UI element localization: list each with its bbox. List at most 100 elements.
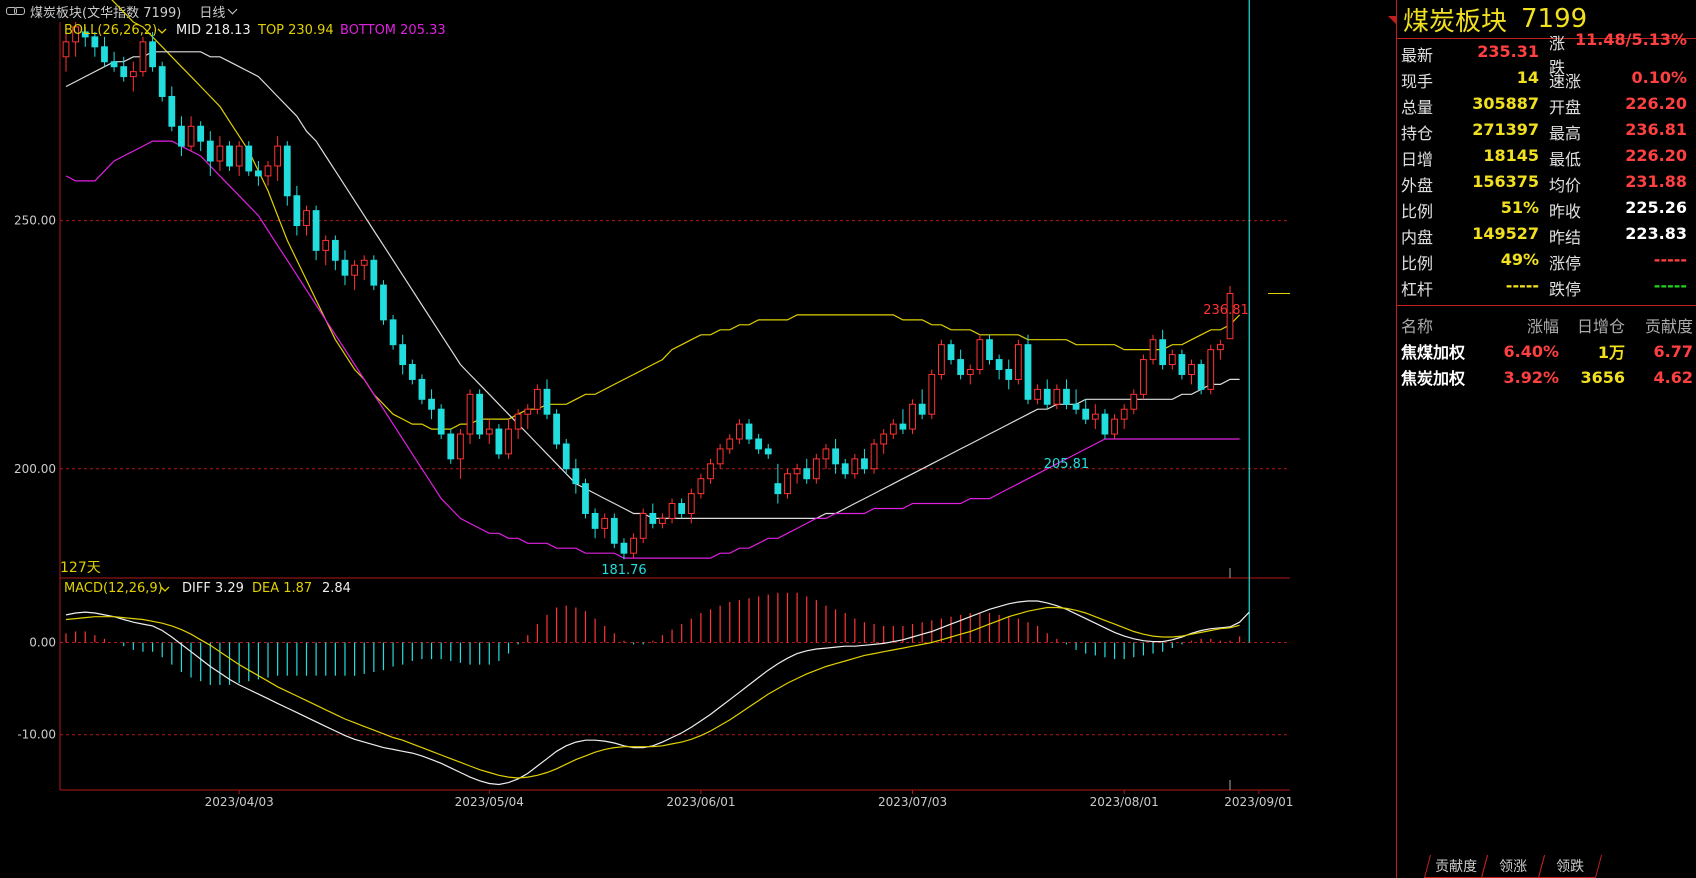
tab-贡献度[interactable]: 贡献度 [1423,855,1489,878]
candle-body[interactable] [428,398,435,410]
candle-body[interactable] [495,428,503,455]
candle-body[interactable] [293,195,301,227]
candle-body[interactable] [437,408,445,435]
candle-body[interactable] [1140,359,1147,395]
candle-body[interactable] [851,458,859,475]
candle-body[interactable] [649,512,657,524]
candle-body[interactable] [370,259,378,286]
candle-body[interactable] [380,284,387,321]
candle-body[interactable] [774,483,782,495]
candle-body[interactable] [1014,344,1022,380]
candle-body[interactable] [1053,388,1061,405]
candle-body[interactable] [918,403,926,415]
candle-body[interactable] [1168,354,1176,366]
candle-body[interactable] [601,517,609,529]
candle-body[interactable] [793,468,801,475]
candle-body[interactable] [341,259,349,276]
candle-body[interactable] [572,468,580,485]
candle-body[interactable] [514,413,522,430]
candle-body[interactable] [582,483,589,514]
candle-body[interactable] [678,503,686,514]
candle-body[interactable] [784,473,791,495]
candle-body[interactable] [1101,413,1109,435]
candle-body[interactable] [264,165,272,177]
candle-body[interactable] [889,423,897,435]
candle-body[interactable] [216,145,224,162]
candle-body[interactable] [668,503,676,519]
candle-body[interactable] [1159,339,1167,366]
candle-body[interactable] [360,259,368,266]
candle-body[interactable] [178,125,185,147]
candle-body[interactable] [986,339,993,361]
candle-body[interactable] [832,448,839,465]
candle-body[interactable] [736,423,743,440]
candle-body[interactable] [1063,388,1070,405]
candle-body[interactable] [1111,418,1118,435]
candle-body[interactable] [812,458,820,480]
candle-body[interactable] [466,393,474,435]
components-header-cell[interactable]: 日增仓 [1576,317,1625,336]
candle-body[interactable] [976,339,984,371]
period-selector[interactable]: 日线 [199,2,238,21]
candle-body[interactable] [408,364,416,380]
tab-领涨[interactable]: 领涨 [1480,855,1546,878]
candle-body[interactable] [418,378,426,400]
kline-chart[interactable]: 250.00 200.00 0.00 -10.00 2023/04/03 2023/05/… [0,0,1396,878]
candle-body[interactable] [822,448,830,460]
candle-body[interactable] [562,443,570,470]
candle-body[interactable] [312,210,320,251]
candle-body[interactable] [610,517,618,544]
candle-body[interactable] [947,344,955,361]
candle-body[interactable] [726,438,734,450]
candle-body[interactable] [447,433,455,460]
components-header-cell[interactable]: 名称 [1401,317,1434,336]
candle-body[interactable] [938,344,945,375]
candle-body[interactable] [870,443,878,470]
candle-body[interactable] [899,423,907,430]
candle-body[interactable] [331,239,339,261]
candle-body[interactable] [139,41,147,73]
candle-body[interactable] [399,344,407,366]
candle-body[interactable] [716,448,724,465]
candle-body[interactable] [639,512,647,539]
candle-body[interactable] [1149,339,1157,361]
candle-body[interactable] [755,438,763,450]
candle-body[interactable] [1188,364,1195,375]
candle-body[interactable] [72,26,80,43]
candle-body[interactable] [187,125,195,147]
candle-body[interactable] [524,408,532,415]
candle-body[interactable] [505,428,512,455]
candle-body[interactable] [707,463,714,480]
candle-body[interactable] [659,517,666,524]
candle-body[interactable] [1005,369,1013,380]
candle-body[interactable] [158,66,166,97]
candle-body[interactable] [274,145,282,167]
candle-body[interactable] [1197,364,1205,390]
candle-body[interactable] [1207,349,1215,390]
candle-body[interactable] [687,493,695,514]
candle-body[interactable] [1120,408,1128,420]
candle-body[interactable] [1024,344,1032,400]
components-header-cell[interactable]: 涨幅 [1526,317,1559,336]
candle-body[interactable] [245,145,253,172]
candle-body[interactable] [351,264,358,276]
candle-body[interactable] [476,393,484,435]
tab-领跌[interactable]: 领跌 [1537,855,1603,878]
candle-body[interactable] [485,428,493,435]
candle-body[interactable] [226,145,233,167]
candle-body[interactable] [457,433,464,460]
candle-body[interactable] [543,388,551,415]
candle-body[interactable] [764,448,772,455]
candle-body[interactable] [928,373,936,415]
link-icon[interactable] [6,6,26,16]
candle-body[interactable] [110,61,118,68]
candle-body[interactable] [630,537,637,554]
candle-body[interactable] [909,403,916,430]
candle-body[interactable] [91,36,99,48]
chevron-down-icon[interactable] [157,28,167,34]
candle-body[interactable] [957,359,965,375]
candle-body[interactable] [697,478,705,495]
candle-body[interactable] [966,369,974,375]
candle-body[interactable] [803,468,811,480]
candle-body[interactable] [168,95,176,127]
